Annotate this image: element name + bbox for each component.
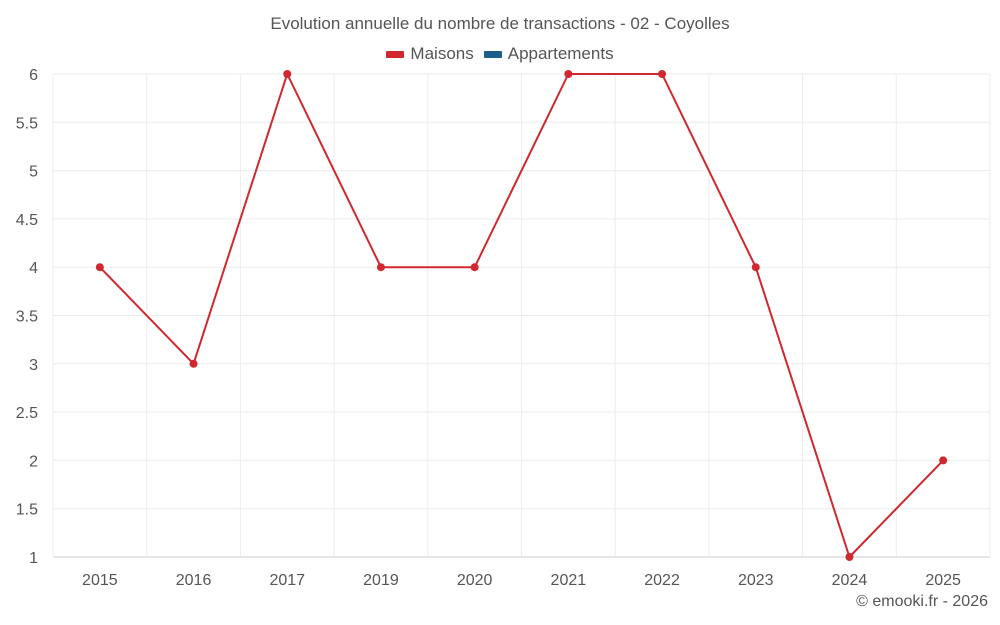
x-tick-label: 2022 (644, 572, 680, 589)
x-tick-label: 2024 (832, 572, 868, 589)
y-axis-ticks: 1 1.5 2 2.5 3 3.5 4 4.5 5 5.5 6 (16, 67, 38, 567)
series-layer (95, 70, 948, 561)
legend: Maisons Appartements (0, 44, 1000, 64)
y-tick-label: 1 (29, 550, 38, 567)
x-tick-label: 2017 (269, 572, 305, 589)
credit-text: © emooki.fr - 2026 (856, 593, 988, 610)
x-tick-label: 2023 (738, 572, 774, 589)
x-axis-ticks: 2015 2016 2017 2019 2020 2021 2022 2023 2024 2025 (82, 572, 961, 589)
data-point (845, 553, 854, 561)
data-point (95, 263, 104, 272)
y-tick-label: 3 (29, 357, 38, 374)
legend-swatch-appartements (483, 50, 502, 58)
legend-item-appartements[interactable]: Appartements (483, 44, 614, 64)
y-tick-label: 4 (29, 260, 38, 277)
x-tick-label: 2021 (551, 572, 587, 589)
legend-item-maisons[interactable]: Maisons (386, 44, 474, 64)
y-tick-label: 2 (29, 453, 38, 470)
data-point (283, 70, 292, 78)
x-tick-label: 2019 (363, 572, 399, 589)
y-tick-label: 4.5 (16, 212, 38, 229)
x-tick-label: 2020 (457, 572, 493, 589)
y-tick-label: 2.5 (16, 405, 38, 422)
data-point (939, 456, 948, 465)
y-tick-label: 3.5 (16, 309, 38, 326)
x-tick-label: 2025 (925, 572, 961, 589)
series-line-maisons (99, 73, 944, 558)
data-point (751, 263, 760, 272)
data-point (564, 70, 573, 78)
y-tick-label: 5 (29, 164, 38, 181)
x-tick-label: 2015 (82, 572, 118, 589)
y-tick-label: 1.5 (16, 502, 38, 519)
x-tick-label: 2016 (176, 572, 212, 589)
data-point (658, 70, 667, 78)
y-tick-label: 5.5 (16, 115, 38, 132)
legend-label-appartements: Appartements (507, 44, 614, 63)
data-point (470, 263, 479, 272)
chart-title: Evolution annuelle du nombre de transact… (270, 14, 730, 33)
legend-label-maisons: Maisons (410, 44, 474, 63)
data-point (376, 263, 385, 272)
grid (52, 73, 991, 558)
legend-swatch-maisons (386, 50, 405, 58)
data-point (189, 359, 198, 368)
y-tick-label: 6 (29, 67, 38, 84)
